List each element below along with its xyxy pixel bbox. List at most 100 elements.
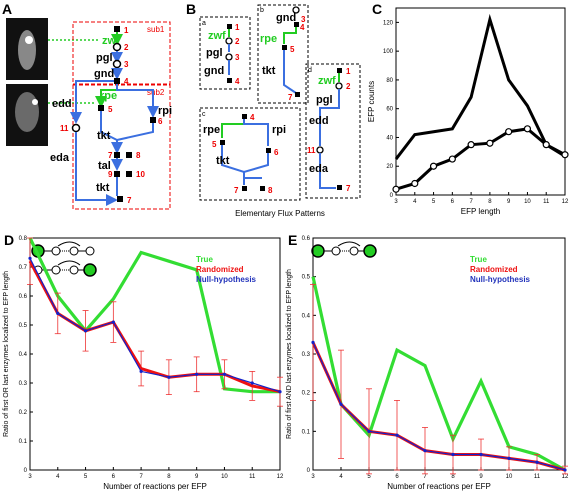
- num-a-3: 3: [124, 60, 129, 69]
- chart-d-null-point: [278, 390, 282, 394]
- chart-e-ytick-label: 0.1: [302, 429, 311, 435]
- chart-d-xtick-label: 6: [112, 474, 116, 480]
- chart-c-xtick-label: 10: [524, 199, 531, 205]
- chart-e-null-point: [535, 460, 539, 464]
- chart-e-xtick-label: 9: [479, 474, 483, 480]
- num-a-2: 2: [124, 43, 129, 52]
- chart-c-xtick-label: 6: [451, 199, 455, 205]
- chart-d-xtick-label: 3: [28, 474, 32, 480]
- efp-c-num-4: 4: [250, 113, 255, 122]
- chart-d-xtick-label: 11: [249, 474, 256, 480]
- efp-c-node-5: [220, 140, 225, 145]
- chart-c-point: [486, 139, 494, 147]
- efp-b-arrow-tkt: [283, 50, 297, 94]
- e-diag-end: [363, 244, 377, 258]
- num-a-6: 6: [158, 117, 163, 126]
- chart-e-ytick-label: 0.6: [302, 236, 311, 242]
- chart-d-ytick-label: 0.8: [19, 236, 28, 242]
- efp-a-label: a: [202, 20, 206, 27]
- line-a-tkt-right: [116, 123, 154, 141]
- chart-c-ytick-label: 40: [386, 135, 393, 141]
- arrow-a-eda: [75, 132, 118, 206]
- d-diag1-mid1: [51, 246, 61, 256]
- num-a-11: 11: [60, 124, 69, 133]
- efp-d-arrow-eda: [319, 153, 336, 189]
- efp-d-arrow-edd: [319, 100, 340, 146]
- panel-label-e: E: [288, 232, 297, 248]
- chart-e-xtick-label: 4: [339, 474, 343, 480]
- gene-a-gnd: gnd: [94, 68, 114, 80]
- panel-label-a: A: [2, 1, 12, 17]
- arrow-a-rpi: [116, 84, 159, 118]
- chart-d-series-null-hypothesis-line: [29, 258, 281, 393]
- chart-e-null-point: [311, 340, 315, 344]
- d-diag2-mid1: [51, 265, 61, 275]
- node-a-6: [150, 117, 156, 123]
- chart-c-xtick-label: 4: [413, 199, 417, 205]
- chart-e-xtick-label: 8: [451, 474, 455, 480]
- node-a-9: [114, 171, 120, 177]
- efp-b-arrow-rpe: [283, 27, 297, 44]
- chart-d-ytick-label: 0.6: [19, 294, 28, 300]
- efp-c-arrow-rpe: [221, 119, 245, 138]
- chart-d: 3 4 5 6 7 8 9 10 11 12 0 0.1 0.2 0.3 0.4 0.5 0.6 0.7 0.8 Nu…: [3, 236, 284, 491]
- chart-e-series-null-hypothesis-line: [312, 342, 566, 471]
- efp-d-num-1: 1: [346, 67, 351, 76]
- chart-d-xtick-label: 8: [167, 474, 171, 480]
- num-a-8: 8: [136, 151, 141, 160]
- chart-d-legend-randomized: Randomized: [196, 265, 244, 274]
- sub2-box: [72, 84, 171, 210]
- efp-box-c: [199, 107, 301, 201]
- d-diag1-end: [85, 246, 95, 256]
- sub1-label: sub1: [147, 25, 165, 34]
- chart-c-xtick-label: 3: [394, 199, 398, 205]
- efp-c-num-8: 8: [268, 186, 273, 195]
- efp-c-node-7: [242, 186, 247, 191]
- d-diag1-curve: [57, 241, 81, 247]
- chart-d-ytick-label: 0.1: [19, 439, 28, 445]
- efp-d-node-1: [337, 68, 342, 73]
- num-a-7: 7: [108, 151, 113, 160]
- d-diag2-mid2: [69, 265, 79, 275]
- efp-d-gene-pgl: pgl: [316, 94, 333, 106]
- chart-d-xtick-label: 5: [84, 474, 88, 480]
- efp-d-gene-eda: eda: [309, 163, 329, 175]
- chart-d-null-point: [28, 256, 32, 260]
- efp-c-gene-rpe: rpe: [203, 124, 220, 136]
- chart-e-xtick-label: 6: [395, 474, 399, 480]
- efp-c-gene-tkt: tkt: [216, 155, 230, 167]
- node-a-7: [114, 152, 120, 158]
- chart-d-xtick-label: 10: [221, 474, 228, 480]
- efp-a-gene-gnd: gnd: [204, 65, 224, 77]
- e-diag-mid2: [349, 246, 359, 256]
- chart-c-xtick-label: 8: [488, 199, 492, 205]
- num-a-1: 1: [124, 26, 129, 35]
- chart-d-xlabel: Number of reactions per EFP: [103, 482, 207, 491]
- chart-d-xtick-label: 4: [56, 474, 60, 480]
- chart-e-ytick-label: 0.2: [302, 391, 311, 397]
- chart-d-ytick-label: 0.7: [19, 265, 28, 271]
- chart-e-frame: [312, 237, 566, 471]
- chart-e-xtick-label: 11: [534, 474, 541, 480]
- chart-e-xtick-label: 5: [367, 474, 371, 480]
- efp-c-node-8: [260, 186, 265, 191]
- efp-a-node-1: [227, 24, 232, 29]
- chart-d-xtick-label: 9: [195, 474, 199, 480]
- node-a-11: [71, 123, 81, 133]
- node-a-2: [112, 42, 122, 52]
- panel-b-caption: Elementary Flux Patterns: [235, 209, 325, 218]
- chart-d-ytick-label: 0.3: [19, 381, 28, 387]
- chart-d-ytick-label: 0.2: [19, 410, 28, 416]
- efp-a-node-2: [225, 37, 233, 45]
- efp-c-num-6: 6: [274, 148, 279, 157]
- efp-c-label: c: [202, 111, 206, 118]
- efp-d-node-2: [335, 82, 343, 90]
- chart-e-null-point: [367, 429, 371, 433]
- chart-d-ylabel: Ratio of first OR last enzymes localized…: [3, 271, 10, 437]
- chart-e-series-true-line: [311, 276, 566, 472]
- efp-a-num-3: 3: [235, 53, 240, 62]
- chart-e-null-point: [507, 456, 511, 460]
- cell-top: [18, 30, 36, 70]
